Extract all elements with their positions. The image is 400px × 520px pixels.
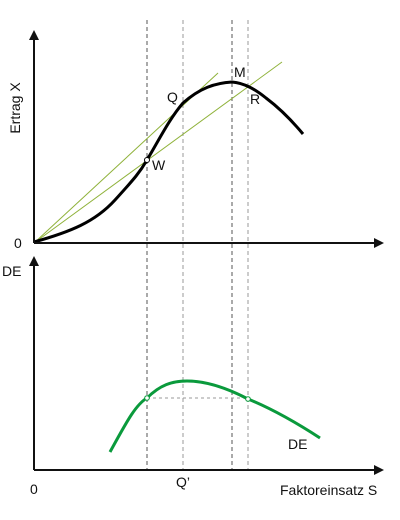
de-point-w xyxy=(144,395,150,401)
q-prime-label: Q’ xyxy=(176,474,190,490)
point-m-label: M xyxy=(234,64,246,80)
total-product-curve xyxy=(33,80,305,244)
point-w xyxy=(144,157,150,163)
upper-panel: Ertrag X 0 Q M R W xyxy=(7,30,384,251)
lower-x-axis-label: Faktoreinsatz S xyxy=(280,482,377,498)
lower-panel: DE 0 Q’ Faktoreinsatz S DE xyxy=(2,256,384,498)
lower-y-axis-label: DE xyxy=(2,263,21,279)
upper-y-axis-label: Ertrag X xyxy=(7,82,23,134)
lower-origin-label: 0 xyxy=(30,481,38,497)
point-q-label: Q xyxy=(167,89,178,105)
ray-through-r xyxy=(33,61,283,244)
ray-through-q xyxy=(33,72,219,244)
point-r-label: R xyxy=(250,91,260,107)
guide-lines xyxy=(146,20,249,470)
de-curve-label: DE xyxy=(288,436,307,452)
upper-origin-label: 0 xyxy=(14,235,22,251)
point-w-label: W xyxy=(152,157,166,173)
de-curve xyxy=(108,379,321,453)
de-point-r xyxy=(245,396,251,402)
